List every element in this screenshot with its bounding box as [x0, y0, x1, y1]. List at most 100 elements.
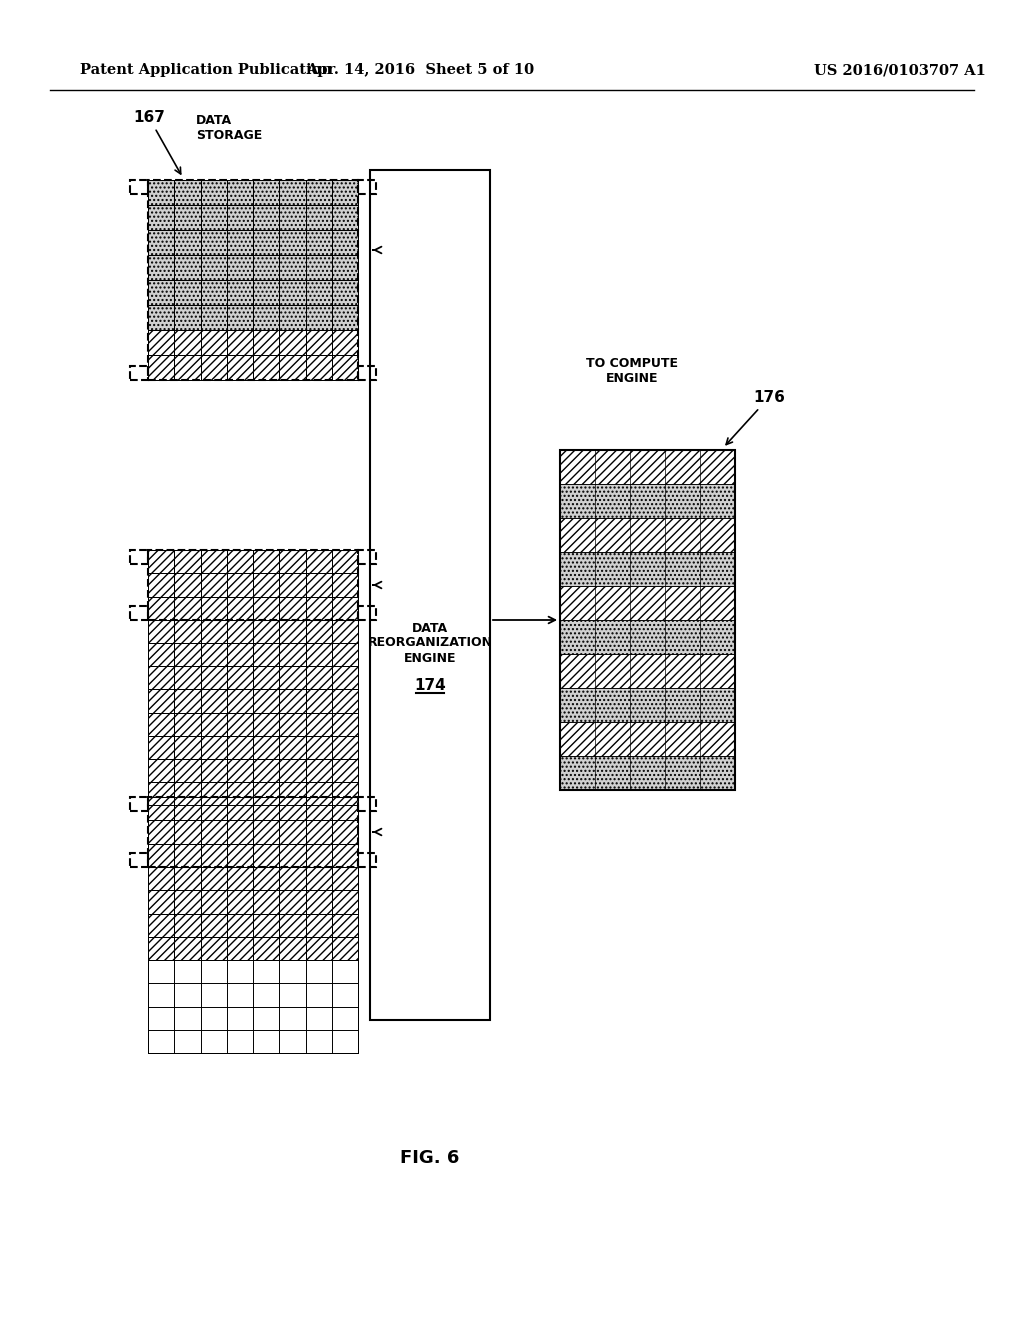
Bar	[201, 550, 226, 573]
Bar	[253, 820, 280, 843]
Bar	[201, 667, 226, 689]
Bar	[201, 280, 226, 305]
Bar	[305, 643, 332, 667]
Bar	[280, 180, 305, 205]
Bar	[332, 735, 358, 759]
Bar	[148, 820, 174, 843]
Bar	[305, 330, 332, 355]
Bar	[148, 205, 174, 230]
Bar	[280, 759, 305, 781]
Bar	[148, 913, 174, 937]
Bar	[253, 689, 280, 713]
Bar	[148, 550, 174, 573]
Bar	[148, 867, 174, 890]
Bar	[280, 890, 305, 913]
Bar	[305, 797, 332, 820]
Text: 176: 176	[726, 389, 784, 445]
Bar	[226, 230, 253, 255]
Bar	[305, 913, 332, 937]
Bar	[305, 820, 332, 843]
Bar	[226, 643, 253, 667]
Bar	[280, 355, 305, 380]
Bar	[253, 759, 280, 781]
Text: FIG. 6: FIG. 6	[400, 1148, 460, 1167]
Bar	[148, 797, 174, 820]
Bar	[226, 735, 253, 759]
Bar	[305, 255, 332, 280]
Bar	[280, 573, 305, 597]
Bar	[305, 867, 332, 890]
Bar	[226, 205, 253, 230]
Bar	[174, 890, 201, 913]
Bar	[560, 586, 735, 620]
Bar	[174, 205, 201, 230]
Bar	[280, 735, 305, 759]
Bar	[148, 573, 174, 597]
Bar	[174, 573, 201, 597]
Bar	[560, 484, 735, 517]
Bar	[174, 620, 201, 643]
Bar	[226, 797, 253, 820]
Bar	[174, 597, 201, 620]
Bar	[332, 643, 358, 667]
Bar	[201, 890, 226, 913]
Bar	[201, 205, 226, 230]
Bar	[226, 843, 253, 867]
Bar	[305, 355, 332, 380]
Bar	[305, 180, 332, 205]
Bar	[201, 180, 226, 205]
Bar	[253, 713, 280, 735]
Bar	[130, 853, 148, 867]
Bar	[148, 280, 174, 305]
Bar	[332, 230, 358, 255]
Bar	[253, 180, 280, 205]
Bar	[305, 843, 332, 867]
Bar	[201, 230, 226, 255]
Bar	[201, 305, 226, 330]
Bar	[560, 620, 735, 653]
Bar	[174, 689, 201, 713]
Bar	[148, 305, 174, 330]
Bar	[174, 255, 201, 280]
Bar	[148, 180, 358, 330]
Bar	[174, 937, 201, 960]
Bar	[174, 759, 201, 781]
Bar	[201, 820, 226, 843]
Bar	[305, 667, 332, 689]
Bar	[305, 781, 332, 805]
Bar	[332, 797, 358, 820]
Bar	[280, 330, 305, 355]
Bar	[332, 573, 358, 597]
Bar	[148, 180, 174, 205]
Bar	[226, 280, 253, 305]
Bar	[201, 843, 226, 867]
Bar	[148, 230, 174, 255]
Bar	[148, 689, 174, 713]
Bar	[226, 781, 253, 805]
Bar	[332, 620, 358, 643]
Bar	[148, 960, 358, 1053]
Text: 167: 167	[133, 110, 180, 174]
Bar	[280, 305, 305, 330]
Bar	[226, 913, 253, 937]
Bar	[305, 890, 332, 913]
Bar	[201, 597, 226, 620]
Bar	[226, 255, 253, 280]
Bar	[253, 330, 280, 355]
Text: TO COMPUTE
ENGINE: TO COMPUTE ENGINE	[587, 356, 679, 385]
Bar	[280, 797, 305, 820]
Bar	[358, 366, 376, 380]
Bar	[305, 280, 332, 305]
Bar	[174, 305, 201, 330]
Bar	[148, 330, 174, 355]
Bar	[226, 355, 253, 380]
Bar	[280, 781, 305, 805]
Bar	[253, 781, 280, 805]
Bar	[253, 937, 280, 960]
Bar	[201, 781, 226, 805]
Text: US 2016/0103707 A1: US 2016/0103707 A1	[814, 63, 986, 77]
Bar	[332, 890, 358, 913]
Bar	[560, 450, 735, 484]
Bar	[280, 620, 305, 643]
Bar	[226, 180, 253, 205]
